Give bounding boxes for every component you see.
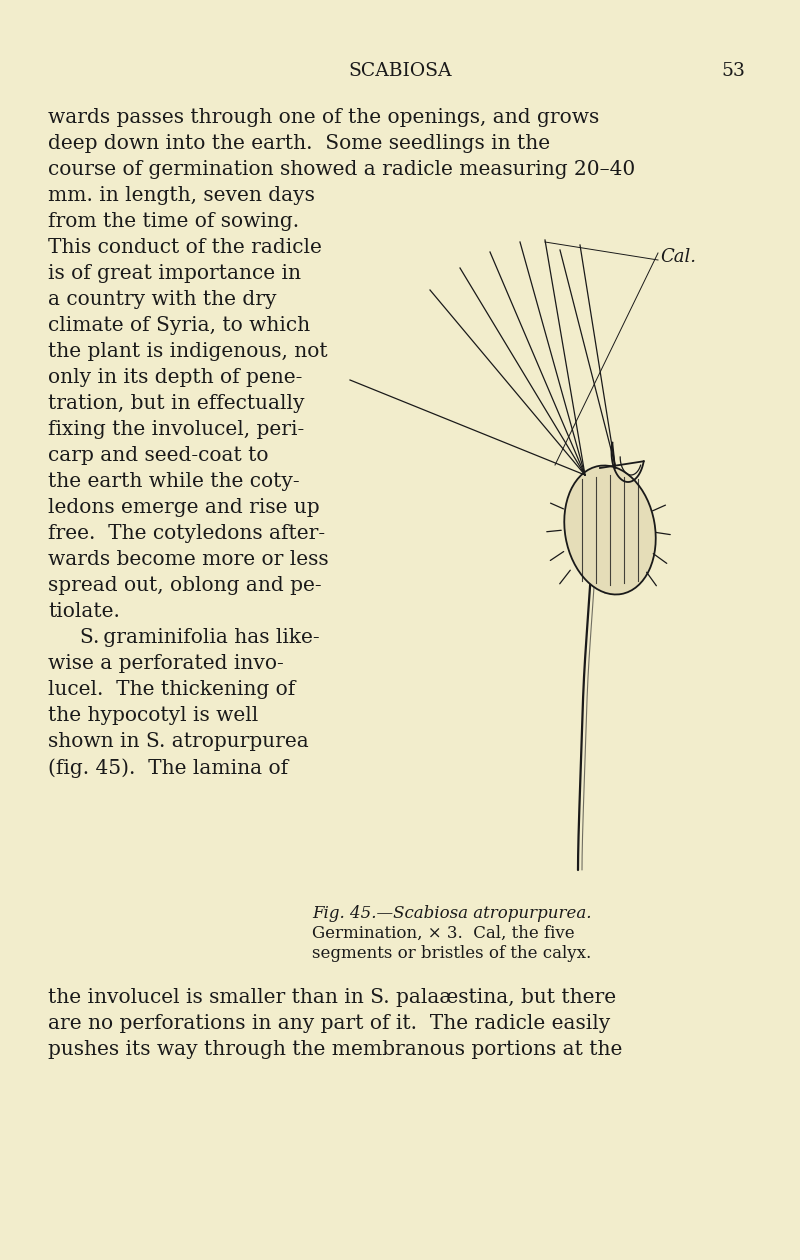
Ellipse shape — [564, 465, 656, 595]
Text: free.  The cotyledons after-: free. The cotyledons after- — [48, 524, 325, 543]
Text: wise a perforated invo-: wise a perforated invo- — [48, 654, 284, 673]
Text: are no perforations in any part of it.  The radicle easily: are no perforations in any part of it. T… — [48, 1014, 610, 1033]
Text: the earth while the coty-: the earth while the coty- — [48, 472, 300, 491]
Text: course of germination showed a radicle measuring 20–40: course of germination showed a radicle m… — [48, 160, 635, 179]
Text: mm. in length, seven days: mm. in length, seven days — [48, 186, 315, 205]
Text: wards passes through one of the openings, and grows: wards passes through one of the openings… — [48, 108, 599, 127]
Text: Fig. 45.—Scabiosa atropurpurea.: Fig. 45.—Scabiosa atropurpurea. — [312, 905, 591, 922]
Text: a country with the dry: a country with the dry — [48, 290, 277, 309]
Text: fixing the involucel, peri-: fixing the involucel, peri- — [48, 420, 304, 438]
Text: deep down into the earth.  Some seedlings in the: deep down into the earth. Some seedlings… — [48, 134, 550, 152]
Text: 53: 53 — [721, 62, 745, 79]
Text: lucel.  The thickening of: lucel. The thickening of — [48, 680, 295, 699]
Text: Cal.: Cal. — [660, 248, 696, 266]
Text: S. graminifolia has like-: S. graminifolia has like- — [48, 627, 320, 646]
Text: is of great importance in: is of great importance in — [48, 265, 301, 284]
Text: Germination, × 3.  Cal, the five: Germination, × 3. Cal, the five — [312, 925, 574, 942]
Text: only in its depth of pene-: only in its depth of pene- — [48, 368, 302, 387]
Text: wards become more or less: wards become more or less — [48, 551, 329, 570]
Text: (fig. 45).  The lamina of: (fig. 45). The lamina of — [48, 759, 288, 777]
Text: SCABIOSA: SCABIOSA — [348, 62, 452, 79]
Text: tration, but in effectually: tration, but in effectually — [48, 394, 305, 413]
Text: climate of Syria, to which: climate of Syria, to which — [48, 316, 310, 335]
Text: segments or bristles of the calyx.: segments or bristles of the calyx. — [312, 945, 591, 961]
Text: tiolate.: tiolate. — [48, 602, 120, 621]
Text: pushes its way through the membranous portions at the: pushes its way through the membranous po… — [48, 1040, 622, 1058]
Text: spread out, oblong and pe-: spread out, oblong and pe- — [48, 576, 322, 595]
Text: ledons emerge and rise up: ledons emerge and rise up — [48, 498, 320, 517]
Text: carp and seed-coat to: carp and seed-coat to — [48, 446, 269, 465]
Text: the hypocotyl is well: the hypocotyl is well — [48, 706, 258, 724]
Text: the plant is indigenous, not: the plant is indigenous, not — [48, 341, 328, 362]
Text: the involucel is smaller than in S. palaæstina, but there: the involucel is smaller than in S. pala… — [48, 988, 616, 1007]
Text: from the time of sowing.: from the time of sowing. — [48, 212, 299, 231]
Text: shown in S. atropurpurea: shown in S. atropurpurea — [48, 732, 309, 751]
Text: This conduct of the radicle: This conduct of the radicle — [48, 238, 322, 257]
